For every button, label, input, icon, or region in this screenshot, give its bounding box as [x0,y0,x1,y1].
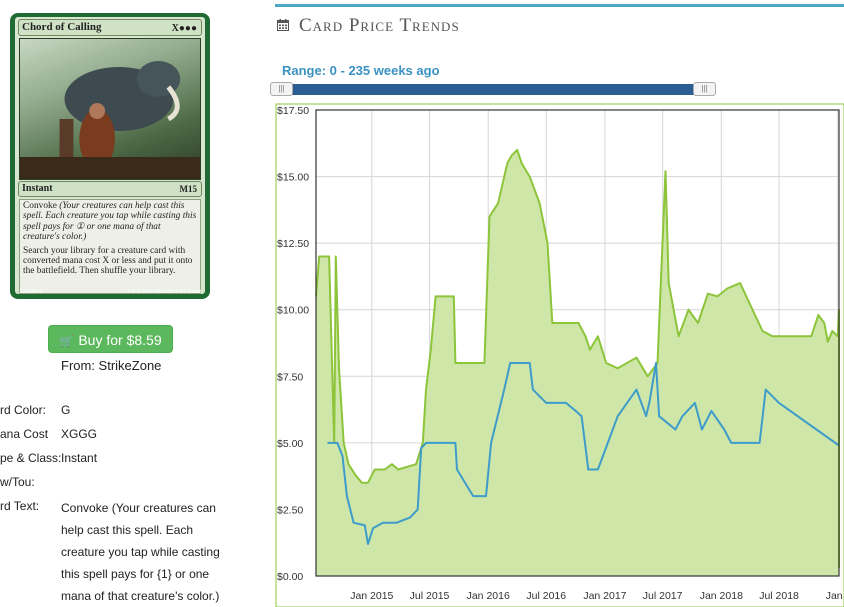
range-slider-handle-end[interactable]: ||| [693,82,716,96]
series-green-line [315,148,840,568]
attr-label-type: pe & Class: [0,451,62,465]
range-slider-handle-start[interactable]: ||| [270,82,293,96]
attr-label-pow-tou: w/Tou: [0,475,35,489]
attr-label-color: rd Color: [0,403,47,417]
set-symbol: M15 [179,184,198,194]
buy-button-label: Buy for $8.59 [78,332,162,348]
x-tick-label: Jul 2018 [759,590,799,602]
artwork-illustration [20,61,200,179]
x-tick-label: Jan 2016 [467,590,510,602]
range-slider-selection [281,84,703,95]
card-name-bar: Chord of Calling X●●● [18,19,202,36]
collector-number: 172/269 R [19,289,43,295]
chart-series-layer [315,148,840,576]
attr-value-card-text: Convoke (Your creatures can help cast th… [61,501,220,603]
y-tick-label: $0.00 [277,571,303,583]
x-tick-label: Jan 2017 [583,590,626,602]
card-footer: 172/269 R ™ & © 2014 Wizards of the Coas… [19,289,201,295]
seller-label: From: StrikeZone [61,358,162,373]
y-tick-label: $12.50 [277,238,309,250]
x-tick-label: Jul 2015 [410,590,450,602]
plot-area-border [315,109,840,577]
x-tick-label: Jul 2017 [643,590,683,602]
series-blue-line [327,362,840,545]
y-tick-label: $15.00 [277,172,309,184]
attr-value-type: Instant [61,451,98,465]
rules-body: Search your library for a creature card … [23,245,193,277]
rules-reminder: (Your creatures can help cast this spell… [23,201,197,243]
attr-label-mana-cost: ana Cost [0,427,49,441]
y-tick-label: $2.50 [277,504,303,516]
section-title: Card Price Trends [299,15,460,36]
card-frame: Chord of Calling X●●● Instant M15 Convok… [15,17,205,295]
x-tick-label: Jan 2018 [700,590,743,602]
y-tick-label: $10.00 [277,305,309,317]
attr-label-card-text: rd Text: [0,499,40,513]
card-image: Chord of Calling X●●● Instant M15 Convok… [10,13,210,299]
x-tick-label: Jan 2015 [350,590,393,602]
attr-value-mana-cost: XGGG [61,427,98,441]
y-tick-label: $17.50 [277,105,309,117]
x-tick-label: Jan 20 [826,590,844,602]
series-green-area [316,149,839,576]
x-axis-ticks: Jan 2015 Jul 2015 Jan 2016 Jul 2016 Jan 2017… [350,590,844,602]
card-artwork [19,38,201,180]
y-tick-label: $7.50 [277,371,303,383]
card-type-line: Instant [22,183,53,194]
copyright: ™ & © 2014 Wizards of the Coast [125,289,201,295]
range-label: Range: 0 - 235 weeks ago [282,63,440,78]
shopping-cart-icon: 🛒 [59,334,75,348]
y-axis-ticks: $0.00 $2.50 $5.00 $7.50 $10.00 $12.50 $15.00 $1… [277,105,309,583]
x-tick-label: Jul 2016 [526,590,566,602]
card-name: Chord of Calling [22,21,102,33]
card-type-bar: Instant M15 [18,181,202,197]
calendar-icon [277,19,289,31]
attr-value-color: G [61,403,71,417]
rules-keyword: Convoke [23,201,57,211]
y-tick-label: $5.00 [277,438,303,450]
mana-cost-symbols: X●●● [171,23,197,34]
card-rules-textbox: Convoke (Your creatures can help cast th… [19,199,201,294]
section-top-rule [275,4,844,7]
buy-button[interactable]: 🛒 Buy for $8.59 [48,325,173,353]
